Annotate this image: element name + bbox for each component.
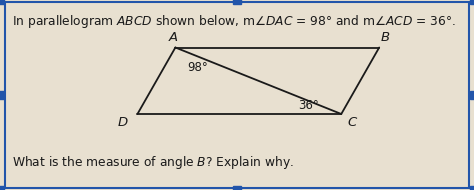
Text: C: C (347, 116, 356, 129)
Bar (470, 91, 474, 99)
Bar (0, 0, 4, 4)
Bar (470, 0, 474, 4)
Text: What is the measure of angle $\mathit{B}$? Explain why.: What is the measure of angle $\mathit{B}… (12, 154, 294, 171)
Bar (233, 0, 241, 4)
Text: A: A (168, 31, 178, 44)
Bar (470, 186, 474, 190)
Text: B: B (381, 31, 390, 44)
Text: 98°: 98° (187, 61, 208, 74)
Text: D: D (118, 116, 128, 129)
Bar (233, 186, 241, 190)
Text: 36°: 36° (299, 99, 319, 112)
Bar (0, 186, 4, 190)
Bar (0, 91, 4, 99)
Text: In parallelogram $\mathit{ABCD}$ shown below, m$\angle$$\mathit{DAC}$ = 98° and : In parallelogram $\mathit{ABCD}$ shown b… (12, 13, 456, 30)
